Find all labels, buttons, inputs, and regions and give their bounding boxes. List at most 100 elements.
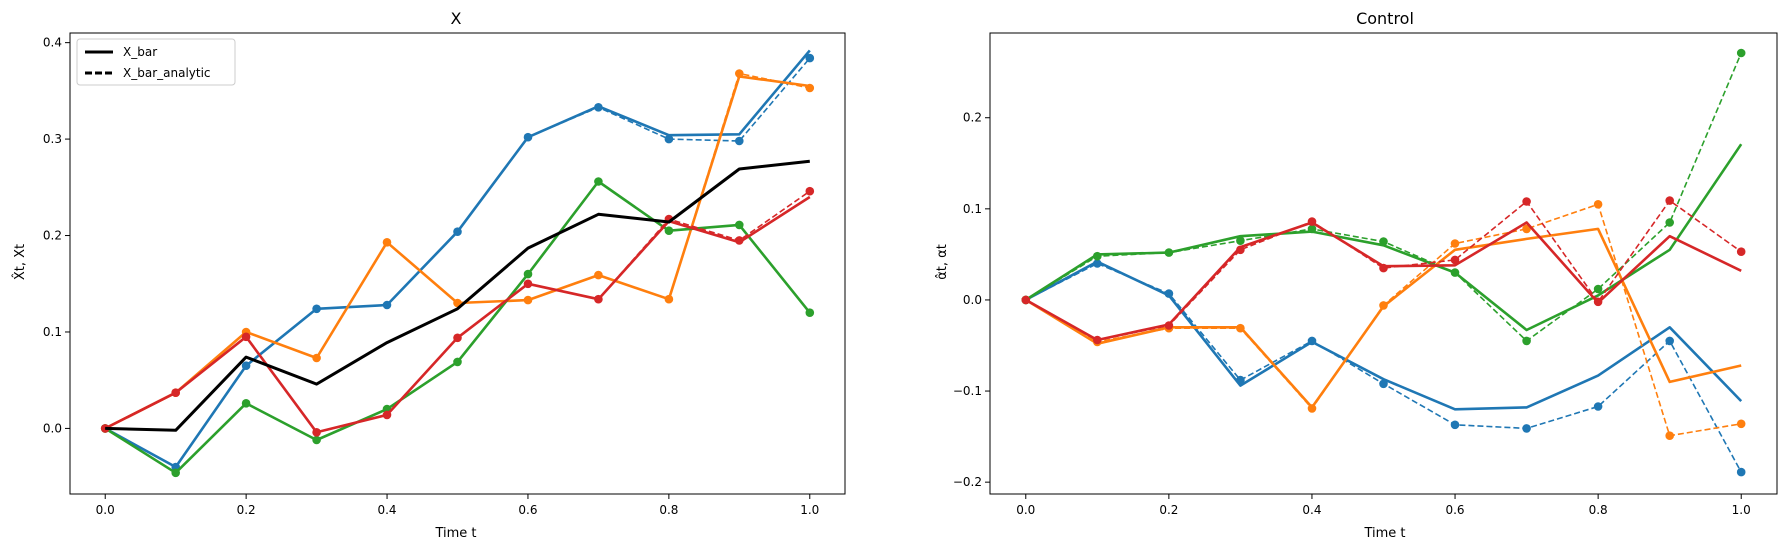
x-chart-series-9-line — [105, 160, 810, 432]
x-chart-series-5-point — [312, 435, 321, 445]
x-chart-xtick-label: 1.0 — [800, 503, 819, 517]
x-chart-series-1-point — [523, 132, 533, 142]
control-chart-series-5-point — [1522, 336, 1531, 346]
x-chart-xtick-label: 0.0 — [96, 503, 115, 517]
control-chart-series-5-point — [1093, 251, 1102, 261]
control-chart-series-1-point — [1736, 467, 1746, 477]
control-chart-series-1-point — [1093, 259, 1102, 268]
x-chart-series-3-point — [735, 69, 744, 78]
x-chart-xtick-label: 0.2 — [237, 503, 256, 517]
x-chart-series-5-point — [523, 269, 533, 279]
control-chart-series-1-point — [1307, 336, 1317, 346]
x-chart-series-7-point — [382, 410, 392, 420]
control-chart-series-5-point — [1307, 224, 1317, 234]
control-chart-series-3-point — [1450, 239, 1460, 248]
control-chart-series-5-point — [1379, 237, 1388, 246]
control-chart-series-7-point — [1236, 245, 1245, 255]
x-chart-ytick-label: 0.0 — [43, 421, 62, 435]
x-chart-series-7-point — [594, 294, 603, 304]
control-chart-series-7-point — [1164, 321, 1174, 330]
x-chart-xtick-label: 0.6 — [518, 503, 537, 517]
x-chart-panel: X Time t X̂t, Xt 0.0 0.2 0.4 0.6 0.8 1.0 0.0 0.… — [13, 9, 846, 541]
x-chart-series-3-point — [312, 353, 321, 363]
x-chart-series-2-line — [104, 75, 810, 430]
x-chart-series-7-point — [805, 186, 815, 196]
control-chart-xtick-label: 0.6 — [1445, 503, 1464, 517]
x-chart-series-3-point — [664, 294, 674, 304]
control-chart-series-5-point — [1736, 48, 1746, 58]
x-chart-legend-label: X_bar — [123, 45, 157, 59]
control-chart-xlabel: Time t — [1363, 526, 1405, 541]
control-chart-series-7-point — [1593, 297, 1603, 307]
x-chart-series-3-point — [805, 83, 815, 93]
x-chart-series-5-point — [805, 308, 815, 318]
control-chart-series-1-line — [1025, 262, 1742, 473]
x-chart-series-5-point — [594, 177, 603, 186]
x-chart-axes-frame — [69, 32, 846, 495]
x-chart-series-1-point — [312, 304, 321, 314]
x-chart-series-1-point — [241, 361, 251, 371]
control-chart-series-1-point — [1522, 424, 1531, 433]
x-chart-series-1-line — [104, 57, 811, 468]
control-chart-series-5-point — [1236, 236, 1245, 245]
control-chart-series-1-point — [1379, 379, 1388, 389]
control-chart-ytick-label: 0.0 — [963, 293, 982, 307]
x-chart-xlabel: Time t — [434, 526, 476, 541]
control-chart-ytick-label: −0.1 — [953, 384, 982, 398]
x-chart-series-5-point — [735, 220, 744, 230]
control-chart-series-7-point — [1665, 196, 1674, 205]
control-chart-axes-frame — [989, 32, 1778, 495]
x-chart-ylabel: X̂t, Xt — [13, 244, 28, 280]
x-chart-series-3-point — [382, 238, 392, 247]
control-chart-series-7-point — [1307, 217, 1317, 226]
control-chart-panel: Control Time t α̂t, αt 0.0 0.2 0.4 0.6 0.8 1.… — [935, 9, 1778, 541]
x-chart-title: X — [451, 9, 462, 28]
x-chart-series-1-point — [594, 103, 603, 112]
x-chart-series-4-line — [104, 180, 811, 475]
control-chart-series-0-line — [1025, 260, 1743, 411]
x-chart-series-7-point — [453, 333, 462, 343]
x-chart-xtick-label: 0.8 — [659, 503, 678, 517]
control-chart-series-3-point — [1307, 404, 1317, 413]
control-chart-series-5-line — [1025, 52, 1742, 342]
control-chart-xtick-label: 1.0 — [1732, 503, 1751, 517]
control-chart-xtick-label: 0.0 — [1016, 503, 1035, 517]
control-chart-ytick-label: 0.1 — [963, 202, 982, 216]
control-chart-ytick-label: −0.2 — [953, 475, 982, 489]
control-chart-series-1-point — [1164, 289, 1174, 298]
control-chart-series-3-point — [1665, 431, 1674, 441]
control-chart-series-7-point — [1450, 255, 1460, 265]
x-chart-ytick-label: 0.3 — [43, 132, 62, 146]
control-chart-ylabel: α̂t, αt — [935, 244, 950, 280]
control-chart-series-5-point — [1665, 218, 1674, 227]
x-chart-series-5-point — [241, 399, 251, 408]
x-chart-xtick-label: 0.4 — [377, 503, 396, 517]
control-chart-series-7-point — [1379, 263, 1388, 273]
control-chart-ytick-label: 0.2 — [963, 111, 982, 125]
x-chart-series-5-point — [171, 468, 180, 478]
control-chart-series-7-line — [1025, 199, 1742, 341]
x-chart-series-5-point — [664, 226, 674, 235]
control-chart-series-1-point — [1236, 375, 1245, 385]
x-chart-series-0-line — [104, 49, 811, 469]
control-chart-series-7-point — [1021, 295, 1031, 305]
control-chart-series-7-point — [1736, 247, 1746, 256]
x-chart-series-7-point — [312, 428, 321, 437]
x-chart-legend-box — [76, 38, 236, 86]
control-chart-xtick-label: 0.4 — [1302, 503, 1321, 517]
x-chart-series-1-point — [382, 300, 392, 310]
x-chart-ytick-label: 0.1 — [43, 325, 62, 339]
control-chart-series-1-point — [1665, 336, 1674, 346]
control-chart-series-7-point — [1093, 335, 1102, 345]
control-chart-series-3-point — [1379, 301, 1388, 310]
x-chart-series-8-line — [105, 159, 810, 432]
control-chart-xtick-label: 0.2 — [1159, 503, 1178, 517]
x-chart-ytick-label: 0.2 — [43, 229, 62, 243]
x-chart-series-1-point — [664, 134, 674, 144]
x-chart-series-1-point — [735, 136, 744, 146]
control-chart-series-3-point — [1736, 419, 1746, 429]
x-chart-series-7-point — [171, 388, 180, 398]
control-chart-series-3-point — [1236, 323, 1245, 333]
control-chart-series-1-point — [1593, 402, 1603, 411]
